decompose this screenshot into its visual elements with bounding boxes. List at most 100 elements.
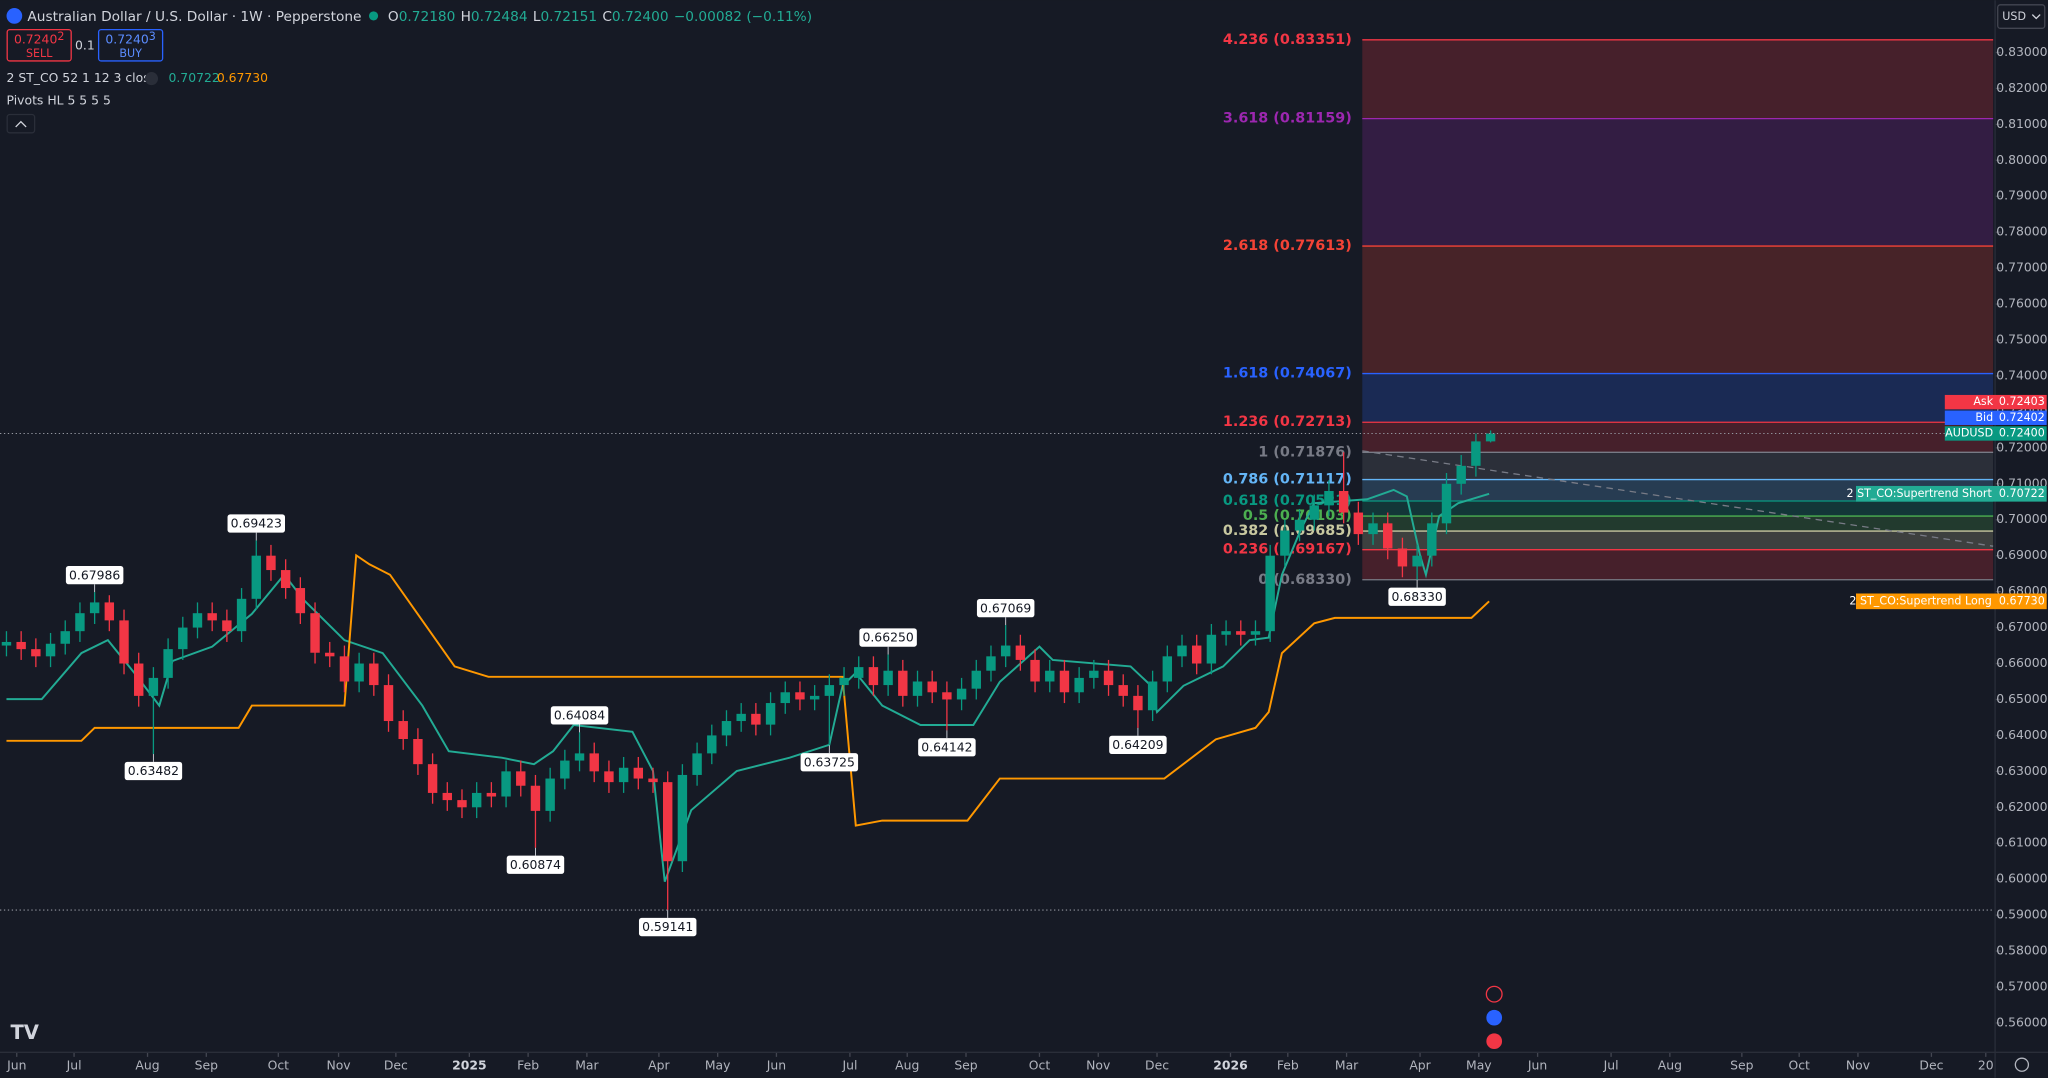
- candle-body: [824, 685, 835, 696]
- candle-body: [89, 602, 100, 614]
- candle-body: [1162, 656, 1173, 682]
- fib-zone: [1362, 373, 1994, 423]
- fib-label: 2.618 (0.77613): [1223, 238, 1352, 254]
- candle-body: [1059, 670, 1070, 693]
- collapse-button[interactable]: [6, 113, 36, 134]
- pivot-box: [65, 566, 124, 585]
- candle-body: [986, 656, 996, 671]
- candle-body: [1147, 681, 1158, 711]
- candle-body: [60, 631, 70, 644]
- symbol-title[interactable]: Australian Dollar / U.S. Dollar · 1W · P…: [27, 9, 361, 25]
- price-tag: [1944, 426, 2047, 441]
- x-tick-label: Mar: [575, 1058, 599, 1073]
- candle-body: [148, 677, 159, 696]
- settings-button[interactable]: [2014, 1057, 2030, 1072]
- y-tick-label: 0.58000: [1996, 943, 2047, 958]
- pivot-box: [800, 753, 859, 772]
- candle-body: [956, 688, 967, 700]
- candle-body: [1412, 555, 1422, 567]
- x-tick-label: Jun: [6, 1058, 26, 1073]
- x-tick-label: 2026: [1213, 1058, 1248, 1073]
- price-tag: [1944, 410, 2047, 425]
- candle-body: [1338, 490, 1349, 513]
- pivot-label: 0.59141: [642, 919, 693, 934]
- x-tick-label: Oct: [268, 1058, 290, 1073]
- candle-body: [1485, 433, 1496, 442]
- y-tick-label: 0.74000: [1996, 367, 2047, 382]
- currency-button[interactable]: [1997, 4, 2046, 29]
- event-icon[interactable]: [1485, 985, 1503, 1003]
- candle-body: [1, 641, 12, 646]
- candle-body: [383, 685, 394, 722]
- candle-body: [1294, 519, 1305, 531]
- y-tick-label: 0.61000: [1996, 835, 2047, 850]
- pivot-label: 0.66250: [862, 630, 913, 645]
- ohlc-value: 0.72400: [612, 9, 669, 25]
- y-tick-label: 0.75000: [1996, 332, 2047, 347]
- x-tick-label: May: [1466, 1058, 1492, 1073]
- x-tick-label: Sep: [195, 1058, 218, 1073]
- currency-chevron: [2031, 14, 2041, 20]
- currency[interactable]: USD: [2002, 10, 2026, 23]
- y-tick-label: 0.57000: [1996, 979, 2047, 994]
- series-tag-name: 2 ST_CO:Supertrend Long: [1849, 594, 1991, 607]
- y-tick-label: 0.62000: [1996, 799, 2047, 814]
- candle-body: [736, 713, 746, 722]
- pivot-box: [638, 917, 697, 937]
- indicator-icon[interactable]: [144, 72, 159, 86]
- indicator-title[interactable]: 2 ST_CO 52 1 12 3 close: [7, 70, 158, 85]
- candle-body: [251, 555, 261, 599]
- x-tick-label: Sep: [1730, 1058, 1753, 1073]
- candle-body: [1324, 490, 1334, 506]
- logo[interactable]: TV: [10, 1021, 39, 1044]
- y-tick-label: 0.60000: [1996, 871, 2047, 886]
- candle-body: [236, 598, 247, 632]
- event-icon[interactable]: [1486, 1009, 1503, 1026]
- ohlc: O0.72180 H0.72484 L0.72151 C0.72400 −0.00082…: [388, 9, 812, 25]
- candle-body: [721, 721, 732, 736]
- fib-label: 3.618 (0.81159): [1223, 111, 1352, 127]
- sell-button[interactable]: [6, 28, 72, 62]
- x-tick-label: Dec: [1145, 1058, 1169, 1073]
- symbol-icon[interactable]: [6, 8, 23, 24]
- candle-body: [16, 641, 26, 650]
- candle-body: [442, 792, 452, 801]
- buy-price[interactable]: 0.72403: [105, 30, 155, 46]
- candle-body: [648, 778, 658, 783]
- pivots-indicator[interactable]: Pivots HL 5 5 5 5: [7, 92, 111, 107]
- event-icon[interactable]: [1486, 1033, 1503, 1050]
- x-tick-label: Jul: [841, 1058, 857, 1073]
- price-tag-value: 0.72403: [1999, 395, 2045, 408]
- buy-label[interactable]: BUY: [119, 47, 142, 60]
- candle-body: [1000, 645, 1011, 657]
- price-tag-name: Bid: [1975, 411, 1993, 424]
- sell-label[interactable]: SELL: [26, 47, 53, 60]
- candle-body: [1221, 631, 1231, 635]
- fib-label: 1.618 (0.74067): [1223, 366, 1352, 382]
- fib-zone: [1362, 501, 1994, 517]
- fib-zone: [1362, 549, 1994, 580]
- ohlc-value: 0.72484: [471, 9, 528, 25]
- sell-price[interactable]: 0.72402: [14, 30, 64, 46]
- x-tick-label: Apr: [648, 1058, 670, 1073]
- lot-size[interactable]: 0.1: [75, 37, 95, 52]
- series-tag: [1856, 593, 2047, 610]
- candle-body: [1309, 505, 1319, 520]
- buy-price-main: 0.7240: [105, 31, 148, 46]
- candle-body: [266, 555, 276, 571]
- x-tick-label: Oct: [1029, 1058, 1051, 1073]
- buy-button[interactable]: [97, 28, 164, 62]
- x-tick-label: Nov: [1846, 1058, 1870, 1073]
- x-tick-label: Jun: [1527, 1058, 1547, 1073]
- candle-body: [677, 774, 688, 862]
- candle-body: [1280, 530, 1290, 556]
- ohlc-value: 0.72180: [399, 9, 456, 25]
- candle-body: [692, 753, 702, 775]
- candle-body: [1427, 523, 1437, 556]
- x-tick-label: Sep: [954, 1058, 977, 1073]
- y-tick-label: 0.79000: [1996, 188, 2047, 203]
- candle-body: [339, 656, 350, 682]
- supertrend-line: [6, 488, 1490, 883]
- candle-body: [604, 771, 614, 783]
- y-tick-label: 0.77000: [1996, 260, 2047, 275]
